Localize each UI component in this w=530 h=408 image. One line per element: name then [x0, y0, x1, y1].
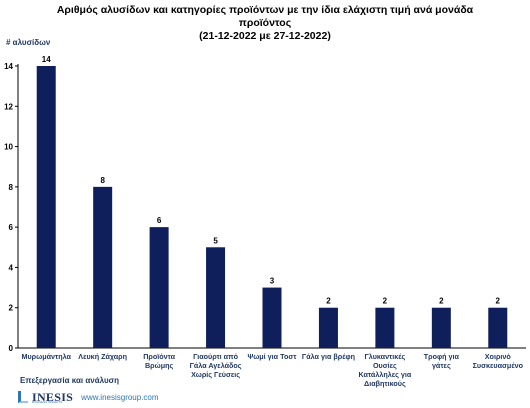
bar	[149, 227, 169, 348]
x-tick-label: Χοιρινό Συσκευασμένο	[473, 352, 524, 370]
x-tick-label: Μυρωμάντηλα	[22, 352, 72, 361]
x-tick-label-line: Συσκευασμένο	[473, 361, 524, 370]
logo-text: INESIS	[32, 389, 74, 404]
data-label: 2	[439, 297, 444, 306]
x-tick-label-line: γάτες	[432, 361, 451, 370]
x-tick-label-line: Κατάλληλες για	[358, 370, 411, 379]
x-tick-label-line: Μυρωμάντηλα	[22, 352, 72, 361]
data-label: 2	[496, 297, 501, 306]
x-tick-label-line: Ουσίες	[373, 361, 397, 370]
x-tick-label: Γιαούρτι από Γάλα Αγελάδος Χωρίς Γεύσεις	[190, 352, 242, 379]
title-line-3: (21-12-2022 με 27-12-2022)	[199, 30, 331, 42]
x-tick-label-line: Γάλα Αγελάδος	[190, 361, 242, 370]
x-tick-label-line: Γιαούρτι από	[193, 352, 238, 361]
x-tick-label: Γάλα για βρέφη	[302, 352, 355, 361]
y-tick-label: 4	[9, 263, 14, 272]
x-tick-label-line: Χωρίς Γεύσεις	[191, 370, 240, 379]
inesis-logo: INESIS BUSINESS INSIGHTS www.inesisgroup…	[18, 390, 159, 404]
data-label: 3	[270, 277, 275, 286]
bar	[93, 186, 113, 348]
footer-note: Επεξεργασία και ανάλυση	[20, 376, 119, 385]
bar	[318, 307, 338, 348]
data-label: 6	[157, 216, 162, 225]
x-tick-label-line: Τροφή για	[424, 352, 460, 361]
chart-title: Αριθμός αλυσίδων και κατηγορίες προϊόντω…	[0, 4, 530, 43]
data-label: 14	[42, 55, 51, 64]
x-tick-label: Ψωμί για Τοστ	[248, 352, 298, 361]
y-tick-label: 2	[9, 304, 14, 313]
data-label: 2	[383, 297, 388, 306]
bar	[262, 287, 282, 348]
logo-subtitle: BUSINESS INSIGHTS	[32, 400, 63, 404]
x-tick-label-line: Βρώμης	[145, 361, 173, 370]
y-tick-label: 0	[9, 344, 14, 353]
x-tick-label: Τροφή για γάτες	[424, 352, 460, 370]
x-tick-label-line: Λευκή Ζάχαρη	[78, 352, 127, 361]
data-label: 5	[213, 236, 218, 245]
x-tick-label-line: Διαβητικούς	[364, 379, 406, 388]
x-tick-label-line: Γλυκαντικές	[364, 352, 405, 361]
logo-mark-icon	[18, 391, 28, 403]
y-tick-label: 12	[4, 102, 13, 111]
x-tick-label-line: Χοιρινό	[485, 352, 512, 361]
x-tick-label-line: Ψωμί για Τοστ	[248, 352, 298, 361]
bar	[36, 66, 56, 348]
x-tick-label-line: Γάλα για βρέφη	[302, 352, 355, 361]
y-axis-label: # αλυσίδων	[6, 38, 51, 47]
y-tick-label: 8	[9, 183, 14, 192]
x-tick-label-line: Προϊόντα	[143, 352, 175, 361]
title-line-2: προϊόντος	[238, 17, 292, 29]
x-tick-label: Λευκή Ζάχαρη	[78, 352, 127, 361]
bar	[488, 307, 508, 348]
data-label: 2	[326, 297, 331, 306]
y-tick-label: 6	[9, 223, 14, 232]
website-link[interactable]: www.inesisgroup.com	[81, 392, 159, 402]
y-tick-label: 14	[4, 62, 13, 71]
bar	[375, 307, 395, 348]
title-line-1: Αριθμός αλυσίδων και κατηγορίες προϊόντω…	[56, 4, 474, 16]
bar	[206, 247, 226, 348]
x-tick-label: Γλυκαντικές Ουσίες Κατάλληλες για Διαβητικο…	[358, 352, 411, 388]
x-tick-label: Προϊόντα Βρώμης	[143, 352, 175, 370]
y-tick-label: 10	[4, 143, 13, 152]
bar	[431, 307, 451, 348]
data-label: 8	[100, 176, 105, 185]
